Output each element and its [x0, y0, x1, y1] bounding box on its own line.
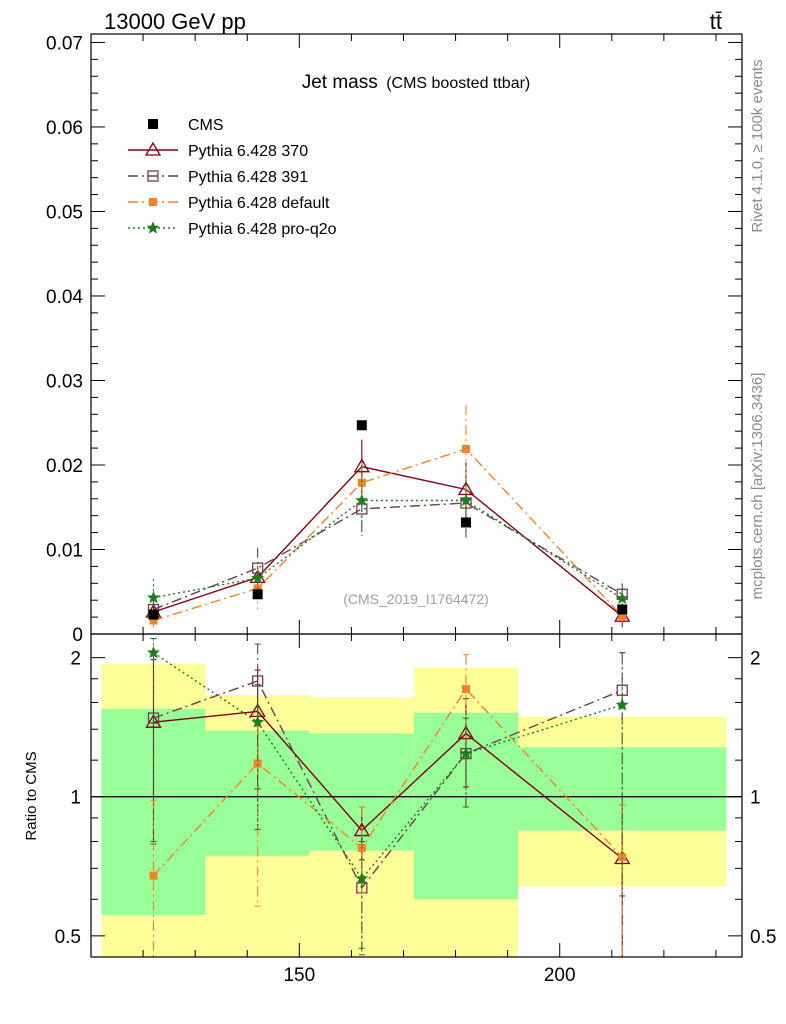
point-pq2o	[355, 493, 369, 506]
ratio-point-p370	[145, 713, 162, 728]
legend-marker-CMS	[148, 119, 158, 129]
point-pdefault	[149, 616, 158, 625]
y-tick-label: 0.01	[46, 540, 83, 561]
ratio-y-tick-label-right: 2	[750, 649, 761, 670]
watermark-label: (CMS_2019_I1764472)	[343, 591, 489, 607]
point-p391	[356, 503, 368, 515]
ratio-point-pq2o	[615, 698, 629, 711]
point-pq2o	[251, 571, 265, 584]
point-CMS	[460, 517, 471, 528]
legend: CMS Pythia 6.428 370 Pythia 6.428 391 Pythi…	[128, 117, 337, 238]
main-panel-axes: 0 0.01 0.02 0.03 0.04 0.05 0.06 0.07	[46, 33, 743, 646]
chart-title-main: Jet mass	[302, 72, 378, 93]
point-pdefault	[357, 478, 366, 487]
main-panel-series	[145, 404, 631, 630]
legend-label-p391: Pythia 6.428 391	[188, 169, 308, 186]
y-tick-label: 0.03	[46, 371, 83, 392]
ratio-point-pq2o	[355, 871, 369, 885]
source-label: mcplots.cern.ch [arXiv:1306.3436]	[749, 373, 766, 600]
ratio-y-tick-label-right: 1	[750, 788, 761, 809]
point-CMS	[356, 420, 367, 431]
ratio-point-p391	[616, 684, 628, 696]
legend-label-pdefault: Pythia 6.428 default	[188, 195, 330, 212]
process-label: 13000 GeV pp	[104, 9, 246, 34]
ratio-point-pq2o	[251, 715, 265, 728]
series-line-p391	[153, 502, 623, 611]
ratio-point-pq2o	[147, 645, 160, 659]
series-line-pq2o	[153, 499, 623, 600]
legend-label-pq2o: Pythia 6.428 pro-q2o	[188, 221, 337, 238]
ratio-point-pdefault	[253, 759, 262, 768]
ratio-frame	[90, 633, 743, 958]
ratio-ylabel: Ratio to CMS	[23, 751, 40, 840]
ratio-y-tick-label: 0.5	[55, 927, 81, 948]
rivet-label: Rivet 4.1.0, ≥ 100k events	[749, 59, 766, 232]
ratio-point-pdefault	[149, 871, 158, 880]
chart-subtitle: (CMS boosted ttbar)	[386, 75, 530, 92]
series-line-pdefault	[153, 448, 623, 622]
legend-marker-p370	[144, 141, 162, 156]
y-tick-label: 0.05	[46, 202, 83, 223]
legend-marker-pdefault	[149, 198, 157, 206]
point-CMS	[617, 604, 628, 615]
point-CMS	[148, 609, 159, 620]
x-tick-label: 200	[544, 965, 576, 986]
point-pdefault	[461, 444, 470, 453]
ratio-panel-bands	[91, 663, 742, 957]
legend-marker-pq2o	[146, 221, 160, 234]
ratio-y-tick-label: 2	[70, 649, 81, 670]
final-state-label: tt̄	[710, 9, 722, 34]
ratio-point-p391	[147, 712, 160, 724]
legend-label-p370: Pythia 6.428 370	[188, 143, 308, 160]
point-pq2o	[459, 493, 473, 506]
ratio-panel-series	[145, 638, 631, 958]
point-CMS	[252, 589, 263, 600]
ratio-y-tick-label-right: 0.5	[750, 927, 776, 948]
y-tick-label: 0.07	[46, 33, 83, 54]
y-tick-label: 0.06	[46, 118, 83, 139]
ratio-y-tick-label: 1	[70, 788, 81, 809]
y-tick-label: 0.02	[46, 456, 83, 477]
chart-title: Jet mass (CMS boosted ttbar)	[302, 72, 531, 93]
ratio-point-pq2o	[459, 746, 473, 760]
legend-marker-p391	[147, 170, 159, 182]
y-tick-label: 0.04	[46, 287, 83, 308]
ratio-panel-axes: 0.5 0.5 1 1 2 2 150 200	[55, 633, 776, 986]
x-tick-label: 150	[283, 965, 315, 986]
y-tick-label: 0	[72, 625, 83, 646]
point-pq2o	[147, 590, 160, 604]
legend-label-CMS: CMS	[188, 117, 224, 134]
ratio-line-pq2o	[153, 652, 623, 880]
ratio-point-pdefault	[461, 685, 470, 694]
point-pq2o	[615, 591, 629, 605]
ratio-point-pdefault	[618, 853, 627, 862]
point-pdefault	[618, 612, 627, 621]
